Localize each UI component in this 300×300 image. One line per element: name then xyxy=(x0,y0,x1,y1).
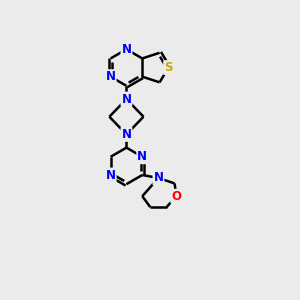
Text: N: N xyxy=(122,128,131,141)
Text: S: S xyxy=(164,61,173,74)
Text: N: N xyxy=(106,169,116,182)
Text: N: N xyxy=(106,70,116,83)
Text: N: N xyxy=(153,172,164,184)
Text: N: N xyxy=(137,150,147,163)
Text: O: O xyxy=(171,190,181,203)
Text: N: N xyxy=(122,43,131,56)
Text: N: N xyxy=(122,93,131,106)
